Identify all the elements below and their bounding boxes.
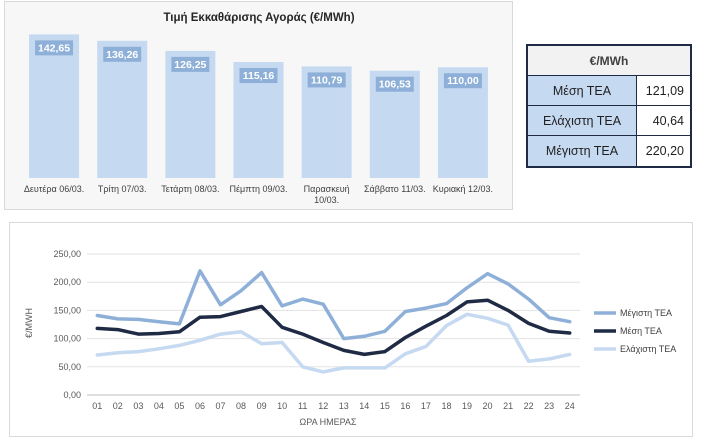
stats-value-mean: 121,09 (636, 74, 692, 107)
series-line (95, 298, 572, 357)
bar-category-label: Δευτέρα 06/03. (24, 184, 84, 194)
bar-category-label: Παρασκευή (304, 184, 350, 194)
stats-label-max: Μέγιστη ΤΕΑ (526, 135, 637, 168)
bar-category-label: Τρίτη 07/03. (98, 184, 147, 194)
bar-value-label-box (239, 68, 278, 84)
line-chart-panel: 0,00 50,00 100,00 150,00 200,00 250,00 01 02 03… (9, 222, 693, 437)
bar-value-label-box (443, 73, 482, 89)
bar-value-label: 142,65 (38, 42, 70, 54)
x-tick-label: 04 (154, 401, 164, 411)
bar-value-label: 126,25 (174, 59, 206, 71)
x-tick-label: 23 (544, 401, 554, 411)
bar-value-label-box (171, 56, 210, 72)
y-tick-label: 200,00 (53, 277, 81, 287)
bar-category-label: Σάββατο 11/03. (364, 184, 426, 194)
x-tick-label: 18 (441, 401, 451, 411)
x-tick-label: 19 (462, 401, 472, 411)
bar-chart: Τιμή Εκκαθάρισης Αγοράς (€/MWh) 142,65 Δε… (24, 12, 493, 205)
x-tick-label: 06 (195, 401, 205, 411)
bar-chart-title: Τιμή Εκκαθάρισης Αγοράς (€/MWh) (163, 12, 354, 24)
y-tick-label: 150,00 (53, 305, 81, 315)
stats-table-header: €/MWh (526, 44, 692, 76)
bar-value-label: 110,00 (447, 75, 479, 87)
x-tick-label: 08 (236, 401, 246, 411)
legend-label: Ελάχιστη ΤΕΑ (620, 344, 676, 354)
x-tick-label: 22 (524, 401, 534, 411)
y-tick-label: 100,00 (53, 334, 81, 344)
bar (97, 40, 148, 178)
series-line (95, 312, 572, 374)
x-tick-label: 02 (113, 401, 123, 411)
legend-label: Μέγιστη ΤΕΑ (620, 308, 672, 318)
x-axis-label: ΩΡΑ ΗΜΕΡΑΣ (300, 417, 357, 427)
bar (165, 50, 216, 178)
x-tick-label: 21 (503, 401, 513, 411)
x-tick-label: 24 (565, 401, 575, 411)
x-tick-label: 07 (216, 401, 226, 411)
stats-table: €/MWh Μέση ΤΕΑ 121,09 Ελάχιστη ΤΕΑ 40,64… (526, 44, 692, 168)
stats-value-max: 220,20 (636, 135, 692, 168)
stats-table-header-row: €/MWh (526, 44, 692, 76)
bar-value-label: 110,79 (311, 74, 343, 86)
x-tick-label: 03 (133, 401, 143, 411)
x-tick-label: 16 (400, 401, 410, 411)
bar-value-label-box (307, 72, 346, 88)
x-tick-label: 10 (277, 401, 287, 411)
bar-category-label: Πέμπτη 09/03. (230, 184, 288, 194)
stats-label-min: Ελάχιστη ΤΕΑ (526, 105, 637, 137)
stats-row-min: Ελάχιστη ΤΕΑ 40,64 (526, 105, 692, 137)
x-tick-label: 11 (298, 401, 307, 411)
x-tick-label: 20 (483, 401, 493, 411)
y-tick-label: 50,00 (58, 362, 81, 372)
y-tick-label: 250,00 (53, 249, 81, 259)
stats-value-min: 40,64 (636, 105, 692, 137)
bar-value-label-box (103, 46, 142, 62)
x-tick-label: 15 (380, 401, 390, 411)
bar-value-label-box (375, 76, 414, 92)
x-tick-label: 14 (359, 401, 369, 411)
bar-value-label: 106,53 (379, 79, 411, 91)
stats-row-mean: Μέση ΤΕΑ 121,09 (526, 74, 692, 107)
x-tick-label: 17 (421, 401, 431, 411)
bar (29, 34, 80, 178)
stats-row-max: Μέγιστη ΤΕΑ 220,20 (526, 135, 692, 168)
bar-category-label: Κυριακή 12/03. (433, 184, 493, 194)
x-tick-label: 12 (318, 401, 328, 411)
bar-chart-panel: Τιμή Εκκαθάρισης Αγοράς (€/MWh) 142,65 Δε… (4, 1, 513, 210)
x-tick-label: 05 (174, 401, 184, 411)
bar-value-label: 115,16 (243, 70, 275, 82)
series-line (95, 269, 572, 341)
bar-value-label: 136,26 (106, 49, 138, 61)
bar-category-label: 10/03. (314, 195, 339, 205)
line-chart: 0,00 50,00 100,00 150,00 200,00 250,00 01 02 03… (24, 249, 676, 427)
stats-label-mean: Μέση ΤΕΑ (526, 74, 637, 107)
bar-category-label: Τετάρτη 08/03. (161, 184, 219, 194)
legend-label: Μέση ΤΕΑ (620, 326, 662, 336)
y-tick-label: 0,00 (63, 390, 81, 400)
x-tick-label: 09 (257, 401, 267, 411)
y-axis-label: €/MWH (24, 308, 34, 338)
bar-value-label-box (35, 40, 74, 56)
x-tick-label: 13 (339, 401, 349, 411)
x-tick-label: 01 (92, 401, 102, 411)
